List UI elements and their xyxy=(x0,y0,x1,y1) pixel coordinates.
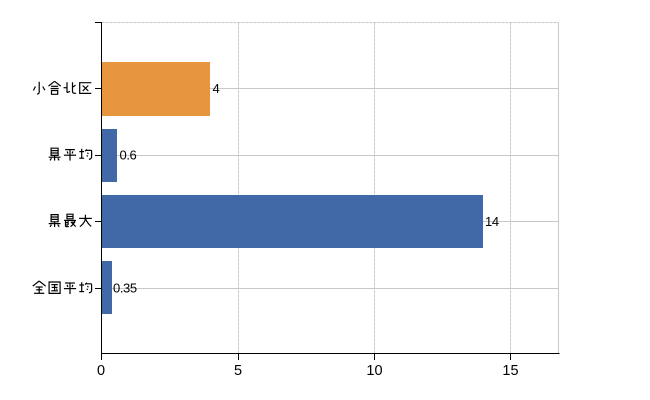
svg-text:15: 15 xyxy=(502,363,518,379)
svg-text:0: 0 xyxy=(97,363,105,379)
svg-text:14: 14 xyxy=(485,214,499,229)
svg-text:0.35: 0.35 xyxy=(113,281,137,296)
svg-text:4: 4 xyxy=(213,81,220,96)
svg-text:5: 5 xyxy=(234,363,242,379)
svg-text:0.6: 0.6 xyxy=(120,148,137,163)
svg-text:10: 10 xyxy=(366,363,382,379)
